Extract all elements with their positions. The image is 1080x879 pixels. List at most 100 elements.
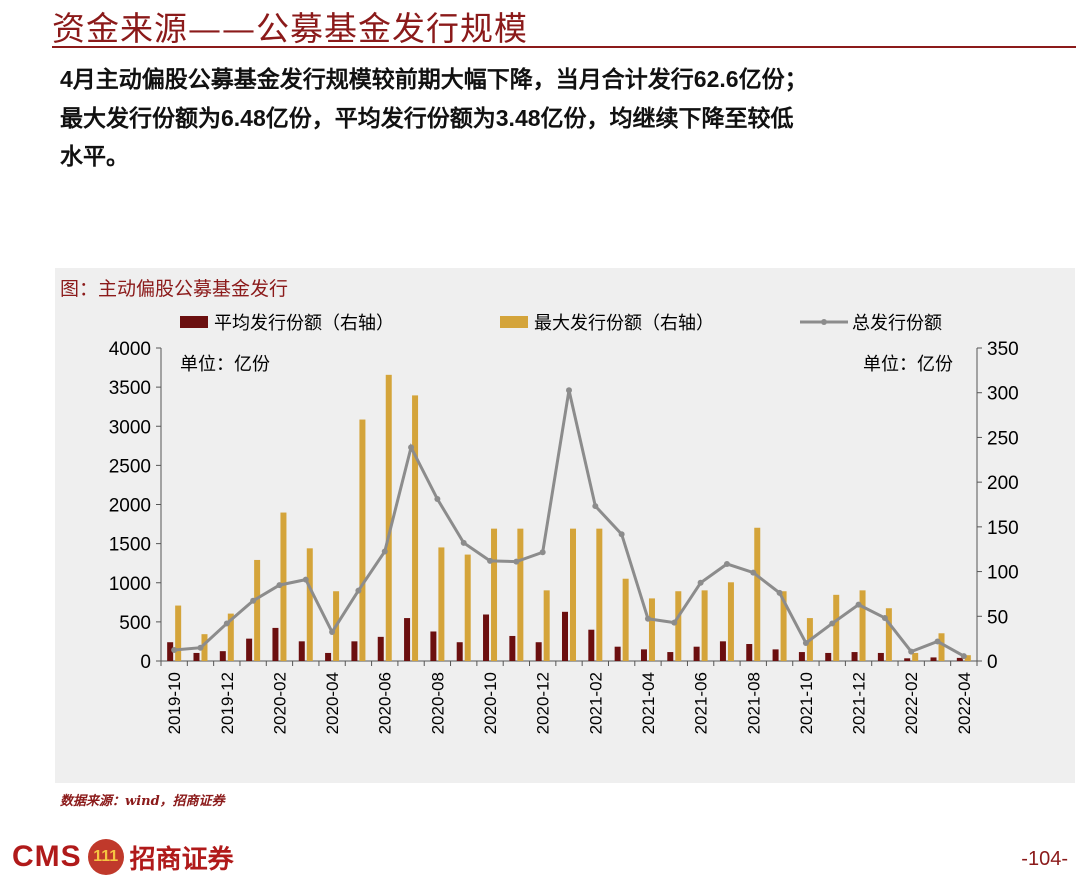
total-issuance-point: [487, 557, 494, 564]
max-issuance-bar: [438, 547, 445, 661]
x-axis-tick-label: 2021-12: [850, 672, 869, 734]
max-issuance-bar: [964, 655, 971, 661]
avg-issuance-bar: [588, 629, 595, 661]
summary-line-2: 最大发行份额为6.48亿份，平均发行份额为3.48亿份，均继续下降至较低: [60, 99, 1070, 138]
total-issuance-point: [723, 560, 730, 567]
chart-caption: 图：主动偏股公募基金发行: [60, 278, 289, 300]
right-axis-tick-label: 350: [987, 339, 1019, 360]
avg-issuance-bar: [219, 651, 226, 661]
summary-text-part: 6.48: [221, 105, 266, 131]
total-issuance-point: [855, 601, 862, 608]
total-issuance-point: [671, 619, 678, 626]
legend-swatch-total-point: [821, 319, 827, 325]
max-issuance-bar: [570, 528, 576, 661]
avg-issuance-bar: [772, 649, 779, 661]
total-issuance-point: [381, 548, 388, 555]
total-issuance-point: [329, 629, 336, 636]
max-issuance-bar: [780, 591, 787, 661]
max-issuance-bar: [359, 419, 366, 661]
logo-mark-icon: 111: [87, 839, 124, 875]
avg-issuance-bar: [693, 646, 700, 661]
max-issuance-bar: [201, 634, 208, 661]
avg-issuance-bar: [298, 641, 305, 661]
right-axis-tick-label: 0: [987, 652, 998, 673]
total-issuance-point: [434, 496, 441, 503]
right-axis-tick-label: 100: [987, 563, 1019, 584]
right-axis-tick-label: 250: [987, 428, 1019, 449]
right-axis-tick-label: 50: [987, 607, 1008, 628]
total-issuance-point: [539, 549, 546, 556]
total-issuance-point: [644, 615, 651, 622]
total-issuance-point: [171, 647, 178, 654]
left-axis-tick-label: 0: [140, 652, 151, 673]
total-issuance-point: [197, 644, 204, 651]
avg-issuance-bar: [483, 614, 490, 661]
max-issuance-bar: [727, 582, 734, 661]
max-issuance-bar: [306, 548, 313, 661]
left-axis-tick-label: 2000: [109, 496, 151, 517]
legend-swatch-max: [500, 316, 528, 328]
right-axis-unit-label: 单位：亿份: [863, 354, 953, 375]
chart-panel: [55, 268, 1075, 783]
avg-issuance-bar: [640, 649, 647, 661]
total-issuance-point: [829, 620, 836, 627]
max-issuance-bar: [227, 613, 234, 661]
summary-text-part: 亿份，均继续下降至较低: [540, 106, 794, 132]
max-issuance-bar: [885, 608, 892, 661]
total-issuance-point: [513, 558, 520, 565]
total-issuance-point: [460, 539, 467, 546]
avg-issuance-bar: [404, 618, 411, 661]
total-issuance-point: [960, 653, 967, 660]
max-issuance-bar: [912, 652, 919, 661]
max-issuance-bar: [596, 528, 603, 661]
x-axis-tick-label: 2020-04: [323, 672, 342, 734]
left-axis-tick-label: 1000: [109, 574, 151, 595]
total-issuance-point: [250, 597, 257, 604]
avg-issuance-bar: [562, 611, 568, 661]
data-source: 数据来源：wind，招商证券: [60, 794, 225, 809]
avg-issuance-bar: [614, 646, 621, 661]
total-issuance-point: [223, 620, 230, 627]
avg-issuance-bar: [667, 652, 674, 661]
max-issuance-bar: [833, 594, 840, 661]
avg-issuance-bar: [351, 641, 358, 661]
max-issuance-bar: [622, 578, 629, 661]
left-axis-tick-label: 3500: [109, 378, 151, 399]
max-issuance-bar: [385, 374, 392, 661]
x-axis-tick-label: 2019-12: [218, 672, 237, 734]
avg-issuance-bar: [377, 636, 384, 661]
page-number: -104-: [1021, 848, 1068, 870]
avg-issuance-bar: [746, 644, 753, 661]
total-issuance-point: [355, 587, 362, 594]
page-title: 资金来源——公募基金发行规模: [52, 9, 528, 48]
total-issuance-point: [408, 444, 415, 451]
avg-issuance-bar: [904, 658, 911, 661]
total-issuance-point: [750, 569, 757, 576]
x-axis-tick-label: 2021-02: [586, 672, 605, 734]
company-logo: CMS 111 招商证券: [12, 838, 234, 876]
x-axis-tick-label: 2021-10: [797, 672, 816, 734]
avg-issuance-bar: [246, 638, 253, 661]
max-issuance-bar: [464, 554, 471, 661]
left-axis-unit-label: 单位：亿份: [180, 354, 270, 375]
total-issuance-point: [302, 576, 309, 583]
x-axis-tick-label: 2020-12: [534, 672, 553, 734]
left-axis-tick-label: 4000: [109, 339, 151, 360]
x-axis-tick-label: 2021-08: [744, 672, 763, 734]
right-axis-tick-label: 300: [987, 384, 1019, 405]
max-issuance-bar: [543, 590, 550, 661]
summary-text-part: 亿份，平均发行份额为: [265, 106, 496, 132]
left-axis-tick-label: 2500: [109, 456, 151, 477]
title-divider: [52, 46, 1076, 48]
avg-issuance-bar: [325, 652, 332, 661]
avg-issuance-bar: [719, 641, 726, 661]
total-issuance-point: [697, 579, 704, 586]
avg-issuance-bar: [456, 642, 463, 661]
max-issuance-bar: [859, 590, 866, 661]
x-axis-tick-label: 2020-06: [376, 672, 395, 734]
avg-issuance-bar: [509, 635, 516, 661]
avg-issuance-bar: [877, 652, 884, 661]
total-issuance-point: [592, 503, 599, 510]
left-axis-tick-label: 3000: [109, 417, 151, 438]
